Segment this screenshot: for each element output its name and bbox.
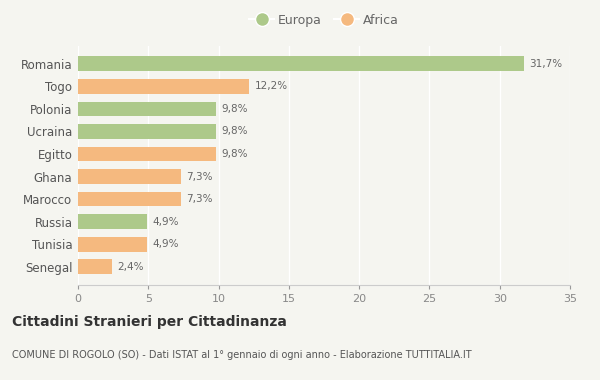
Text: 31,7%: 31,7% bbox=[529, 59, 562, 69]
Bar bbox=[78, 57, 524, 71]
Text: 9,8%: 9,8% bbox=[221, 104, 248, 114]
Bar bbox=[78, 192, 181, 206]
Text: 7,3%: 7,3% bbox=[186, 194, 213, 204]
Bar bbox=[78, 101, 216, 116]
Bar bbox=[78, 237, 147, 252]
Text: 9,8%: 9,8% bbox=[221, 127, 248, 136]
Bar bbox=[78, 260, 112, 274]
Text: 4,9%: 4,9% bbox=[152, 239, 179, 249]
Bar bbox=[78, 147, 216, 162]
Text: 2,4%: 2,4% bbox=[118, 262, 144, 272]
Text: 12,2%: 12,2% bbox=[255, 81, 288, 91]
Text: Cittadini Stranieri per Cittadinanza: Cittadini Stranieri per Cittadinanza bbox=[12, 315, 287, 329]
Bar bbox=[78, 124, 216, 139]
Bar bbox=[78, 79, 250, 94]
Text: 4,9%: 4,9% bbox=[152, 217, 179, 227]
Text: COMUNE DI ROGOLO (SO) - Dati ISTAT al 1° gennaio di ogni anno - Elaborazione TUT: COMUNE DI ROGOLO (SO) - Dati ISTAT al 1°… bbox=[12, 350, 472, 359]
Legend: Europa, Africa: Europa, Africa bbox=[244, 9, 404, 32]
Bar bbox=[78, 169, 181, 184]
Text: 9,8%: 9,8% bbox=[221, 149, 248, 159]
Text: 7,3%: 7,3% bbox=[186, 172, 213, 182]
Bar bbox=[78, 214, 147, 229]
